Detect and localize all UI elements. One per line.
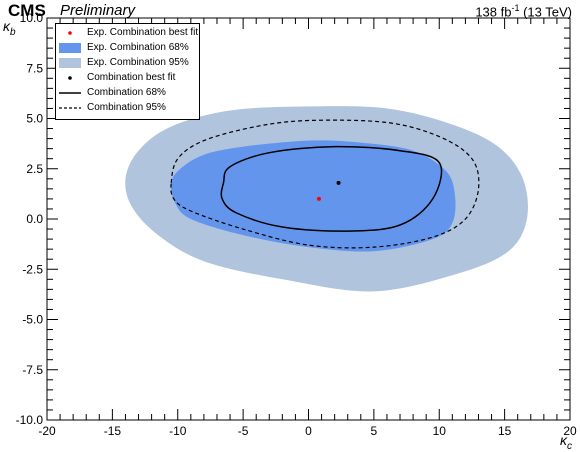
y-tick-label: 2.5 bbox=[26, 162, 43, 176]
solid-line-icon bbox=[59, 92, 81, 94]
black-dot-icon bbox=[68, 76, 72, 80]
legend-label: Combination best fit bbox=[87, 72, 176, 83]
y-tick-label: -5.0 bbox=[22, 313, 43, 327]
legend: Exp. Combination best fit Exp. Combinati… bbox=[55, 23, 200, 120]
legend-label: Exp. Combination best fit bbox=[87, 27, 199, 38]
x-tick-label: 20 bbox=[563, 424, 577, 438]
x-tick-label: 10 bbox=[433, 424, 447, 438]
combination-68-contour bbox=[220, 145, 443, 232]
combination-95-contour bbox=[170, 119, 480, 249]
contour-layer bbox=[125, 106, 528, 292]
legend-item-obs-best-fit: Combination best fit bbox=[56, 71, 199, 85]
x-tick-label: -20 bbox=[38, 424, 56, 438]
legend-label: Combination 95% bbox=[87, 102, 166, 113]
preliminary-label: Preliminary bbox=[60, 2, 136, 19]
y-tick-label: 5.0 bbox=[26, 112, 43, 126]
y-tick-label: -7.5 bbox=[22, 363, 43, 377]
red-dot-icon bbox=[68, 31, 72, 35]
x-tick-label: -10 bbox=[169, 424, 187, 438]
luminosity-energy: (13 TeV) bbox=[519, 4, 572, 20]
legend-item-exp-95: Exp. Combination 95% bbox=[56, 56, 199, 70]
y-tick-label: 7.5 bbox=[26, 61, 43, 75]
light-blue-box-icon bbox=[59, 58, 81, 68]
legend-item-exp-best-fit: Exp. Combination best fit bbox=[56, 26, 199, 40]
exp-combination-68-contour bbox=[170, 140, 456, 252]
x-tick-label: -15 bbox=[104, 424, 122, 438]
x-axis-symbol: κ bbox=[560, 432, 567, 448]
obs-best-fit-point bbox=[336, 180, 341, 185]
cms-label: CMS bbox=[8, 1, 46, 20]
legend-label: Exp. Combination 68% bbox=[87, 42, 189, 53]
dark-blue-box-icon bbox=[59, 43, 81, 53]
y-tick-label: -10.0 bbox=[16, 413, 44, 427]
legend-label: Exp. Combination 95% bbox=[87, 57, 189, 68]
exp-best-fit-point bbox=[316, 196, 321, 201]
y-axis-subscript: b bbox=[10, 26, 16, 38]
x-axis-subscript: c bbox=[567, 440, 572, 452]
luminosity-exponent: -1 bbox=[511, 3, 520, 13]
y-tick-label: 0.0 bbox=[26, 212, 43, 226]
luminosity-value: 138 fb bbox=[475, 4, 512, 20]
x-axis-label: κc bbox=[560, 432, 572, 452]
x-tick-label: 0 bbox=[305, 424, 312, 438]
legend-item-obs-95: Combination 95% bbox=[56, 101, 199, 115]
y-axis-label: κb bbox=[3, 18, 16, 38]
legend-item-obs-68: Combination 68% bbox=[56, 86, 199, 100]
x-tick-label: 5 bbox=[371, 424, 378, 438]
dashed-line-icon bbox=[59, 107, 81, 109]
luminosity-label: 138 fb-1 (13 TeV) bbox=[475, 3, 572, 19]
x-tick-label: -5 bbox=[238, 424, 249, 438]
y-tick-label: 10.0 bbox=[20, 11, 44, 25]
legend-item-exp-68: Exp. Combination 68% bbox=[56, 41, 199, 55]
y-tick-label: -2.5 bbox=[22, 262, 43, 276]
legend-label: Combination 68% bbox=[87, 87, 166, 98]
y-axis-symbol: κ bbox=[3, 18, 10, 34]
x-tick-label: 15 bbox=[498, 424, 512, 438]
